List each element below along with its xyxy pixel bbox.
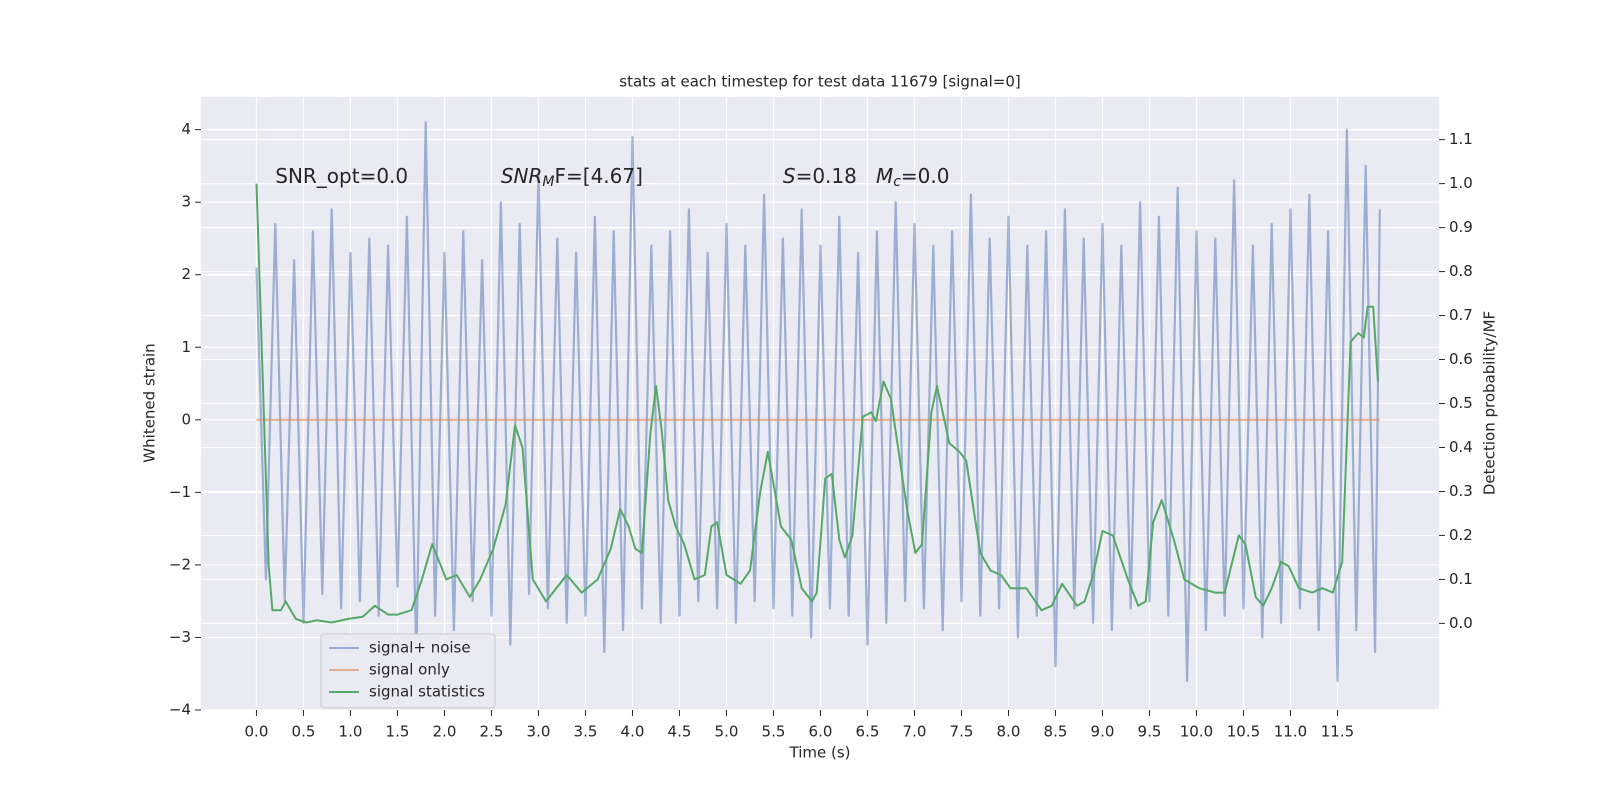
series-line bbox=[255, 121, 1381, 683]
x-tick-label: 10.0 bbox=[1180, 723, 1213, 741]
x-tick-label: 6.0 bbox=[809, 723, 833, 741]
x-tick-label: 0.0 bbox=[245, 723, 269, 741]
x-tick-label: 10.5 bbox=[1227, 723, 1260, 741]
y2-tick-label: 1.1 bbox=[1449, 130, 1473, 148]
x-axis-label: Time (s) bbox=[789, 744, 851, 762]
legend-label: signal only bbox=[369, 661, 450, 679]
x-tick-label: 9.0 bbox=[1091, 723, 1115, 741]
x-tick-label: 9.5 bbox=[1138, 723, 1162, 741]
x-tick-label: 5.0 bbox=[715, 723, 739, 741]
annotation-part: M bbox=[876, 163, 893, 187]
y2-tick-label: 0.0 bbox=[1449, 614, 1473, 632]
y-tick-label: 0 bbox=[181, 410, 191, 428]
x-tick-label: 8.5 bbox=[1044, 723, 1068, 741]
y-tick-label: −4 bbox=[169, 701, 191, 719]
annotation-part: SNR_opt=0.0 bbox=[275, 163, 408, 187]
annotation-part: SNR bbox=[501, 163, 543, 187]
annotation-part: M bbox=[542, 174, 554, 190]
x-tick-label: 4.0 bbox=[621, 723, 645, 741]
y-tick-label: 4 bbox=[181, 120, 191, 138]
y-tick-label: −1 bbox=[169, 483, 191, 501]
annotation-part: =0.0 bbox=[901, 163, 950, 187]
y-tick-label: 1 bbox=[181, 338, 191, 356]
x-tick-label: 3.0 bbox=[527, 723, 551, 741]
y2-tick-label: 0.2 bbox=[1449, 526, 1473, 544]
legend-label: signal+ noise bbox=[369, 639, 471, 657]
x-tick-label: 7.5 bbox=[950, 723, 974, 741]
y2-tick-label: 0.8 bbox=[1449, 262, 1473, 280]
y-tick-label: −3 bbox=[169, 628, 191, 646]
x-tick-label: 1.5 bbox=[386, 723, 410, 741]
y-axis-label: Whitened strain bbox=[141, 343, 159, 462]
y2-tick-label: 0.4 bbox=[1449, 438, 1473, 456]
y2-tick-label: 0.9 bbox=[1449, 218, 1473, 236]
x-tick-label: 6.5 bbox=[856, 723, 880, 741]
annotation: S=0.18 Mc=0.0 bbox=[783, 163, 950, 190]
y2-tick-label: 0.5 bbox=[1449, 394, 1473, 412]
annotation-part: c bbox=[893, 174, 901, 190]
annotation-part: F=[4.67] bbox=[555, 163, 643, 187]
x-tick-label: 4.5 bbox=[668, 723, 692, 741]
legend: signal+ noise signal only signal statistic… bbox=[320, 633, 496, 709]
x-tick-label: 5.5 bbox=[762, 723, 786, 741]
chart-title: stats at each timestep for test data 116… bbox=[619, 73, 1020, 91]
x-tick-label: 11.0 bbox=[1274, 723, 1307, 741]
y2-tick-label: 0.1 bbox=[1449, 570, 1473, 588]
legend-label: signal statistics bbox=[369, 683, 485, 701]
y2-tick-label: 0.6 bbox=[1449, 350, 1473, 368]
x-tick-label: 8.0 bbox=[997, 723, 1021, 741]
x-tick-label: 0.5 bbox=[292, 723, 316, 741]
x-tick-label: 3.5 bbox=[574, 723, 598, 741]
annotation: SNRMF=[4.67] bbox=[501, 163, 643, 190]
y2-tick-label: 1.0 bbox=[1449, 174, 1473, 192]
x-tick-label: 1.0 bbox=[339, 723, 363, 741]
y-tick-label: −2 bbox=[169, 555, 191, 573]
y-tick-label: 2 bbox=[181, 265, 191, 283]
x-tick-label: 11.5 bbox=[1321, 723, 1354, 741]
x-tick-label: 2.0 bbox=[433, 723, 457, 741]
annotation: SNR_opt=0.0 bbox=[275, 163, 408, 187]
series-line bbox=[255, 183, 1379, 624]
x-tick-label: 2.5 bbox=[480, 723, 504, 741]
annotation-part: S bbox=[783, 163, 796, 187]
y2-tick-label: 0.3 bbox=[1449, 482, 1473, 500]
x-tick-label: 7.0 bbox=[903, 723, 927, 741]
y2-tick-label: 0.7 bbox=[1449, 306, 1473, 324]
y2-axis-label: Detection probability/MF bbox=[1481, 311, 1499, 495]
legend-box bbox=[320, 633, 496, 709]
y-tick-label: 3 bbox=[181, 193, 191, 211]
annotation-part: =0.18 bbox=[796, 163, 876, 187]
